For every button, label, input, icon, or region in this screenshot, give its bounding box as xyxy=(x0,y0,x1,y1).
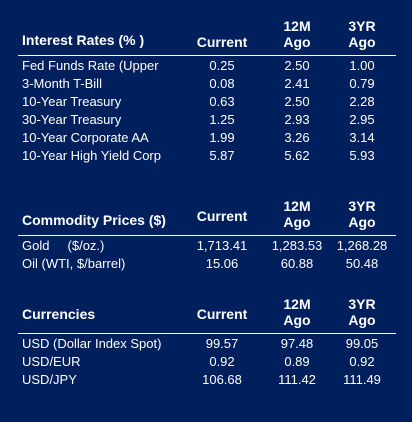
table-row: Oil (WTI, $/barrel) 15.06 60.88 50.48 xyxy=(18,255,396,273)
table-row: USD (Dollar Index Spot) 99.57 97.48 99.0… xyxy=(18,335,396,353)
row-12m: 2.50 xyxy=(284,94,310,109)
interest-rates-header: Interest Rates (% ) Current 12M Ago 3YR … xyxy=(18,12,396,54)
currencies-col-3yr: 3YR Ago xyxy=(348,296,376,328)
row-label: 10-Year Corporate AA xyxy=(22,130,149,145)
row-current: 0.25 xyxy=(209,58,235,73)
row-12m: 2.41 xyxy=(284,76,310,91)
currencies-section: Currencies Current 12M Ago 3YR Ago USD (… xyxy=(18,290,396,389)
row-3yr: 1.00 xyxy=(349,58,375,73)
commodity-prices-col-12m: 12M Ago xyxy=(283,198,311,230)
row-3yr: 111.49 xyxy=(343,372,381,387)
commodity-prices-title: Commodity Prices ($) xyxy=(22,212,166,228)
row-label: 10-Year High Yield Corp xyxy=(22,148,161,163)
interest-rates-col-current: Current xyxy=(196,34,248,50)
table-row: USD/JPY 106.68 111.42 111.49 xyxy=(18,371,396,389)
table-row: 10-Year Treasury 0.63 2.50 2.28 xyxy=(18,93,396,111)
currencies-title: Currencies xyxy=(22,306,96,322)
commodity-prices-divider xyxy=(18,235,396,236)
row-12m: 3.26 xyxy=(284,130,310,145)
table-row: USD/EUR 0.92 0.89 0.92 xyxy=(18,353,396,371)
row-current: 0.92 xyxy=(209,354,235,369)
row-3yr: 2.28 xyxy=(349,94,375,109)
commodity-prices-section: Commodity Prices ($) Current 12M Ago 3YR… xyxy=(18,192,396,273)
row-12m: 97.48 xyxy=(280,336,314,351)
row-3yr: 50.48 xyxy=(345,256,379,271)
currencies-divider xyxy=(18,333,396,334)
row-12m: 60.88 xyxy=(280,256,314,271)
table-row: 10-Year Corporate AA 1.99 3.26 3.14 xyxy=(18,129,396,147)
row-current: 0.08 xyxy=(209,76,235,91)
row-label: 30-Year Treasury xyxy=(22,112,122,127)
currencies-col-12m: 12M Ago xyxy=(283,296,311,328)
row-3yr: 3.14 xyxy=(349,130,375,145)
interest-rates-col-12m: 12M Ago xyxy=(283,18,311,50)
table-row: 10-Year High Yield Corp 5.87 5.62 5.93 xyxy=(18,147,396,165)
row-label: 10-Year Treasury xyxy=(22,94,122,109)
row-12m: 111.42 xyxy=(278,372,316,387)
row-current: 1.25 xyxy=(209,112,235,127)
row-label: 3-Month T-Bill xyxy=(22,76,102,91)
interest-rates-col-3yr: 3YR Ago xyxy=(348,18,376,50)
row-12m: 2.50 xyxy=(284,58,310,73)
row-current: 5.87 xyxy=(209,148,235,163)
table-row: 30-Year Treasury 1.25 2.93 2.95 xyxy=(18,111,396,129)
row-label: USD/EUR xyxy=(22,354,81,369)
row-3yr: 99.05 xyxy=(345,336,379,351)
row-current: 99.57 xyxy=(205,336,239,351)
currencies-header: Currencies Current 12M Ago 3YR Ago xyxy=(18,290,396,332)
row-12m: 0.89 xyxy=(284,354,310,369)
row-current: 15.06 xyxy=(205,256,239,271)
row-12m: 2.93 xyxy=(284,112,310,127)
commodity-prices-col-3yr: 3YR Ago xyxy=(348,198,376,230)
row-current: 1,713.41 xyxy=(196,238,248,253)
interest-rates-section: Interest Rates (% ) Current 12M Ago 3YR … xyxy=(18,12,396,165)
row-12m: 1,283.53 xyxy=(271,238,323,253)
row-current: 1.99 xyxy=(209,130,235,145)
row-label: USD/JPY xyxy=(22,372,77,387)
row-label: Fed Funds Rate (Upper xyxy=(22,58,159,73)
interest-rates-divider xyxy=(18,55,396,56)
interest-rates-title: Interest Rates (% ) xyxy=(22,32,145,48)
commodity-prices-col-current: Current xyxy=(196,208,248,224)
row-current: 0.63 xyxy=(209,94,235,109)
row-3yr: 2.95 xyxy=(349,112,375,127)
table-row: Fed Funds Rate (Upper 0.25 2.50 1.00 xyxy=(18,57,396,75)
row-current: 106.68 xyxy=(202,372,242,387)
row-12m: 5.62 xyxy=(284,148,310,163)
row-3yr: 1,268.28 xyxy=(336,238,388,253)
row-3yr: 0.79 xyxy=(349,76,375,91)
table-row: Gold ($/oz.) 1,713.41 1,283.53 1,268.28 xyxy=(18,237,396,255)
currencies-col-current: Current xyxy=(196,306,248,322)
row-3yr: 0.92 xyxy=(349,354,375,369)
commodity-prices-header: Commodity Prices ($) Current 12M Ago 3YR… xyxy=(18,192,396,234)
table-row: 3-Month T-Bill 0.08 2.41 0.79 xyxy=(18,75,396,93)
row-3yr: 5.93 xyxy=(349,148,375,163)
row-label: Oil (WTI, $/barrel) xyxy=(22,256,126,271)
row-label: USD (Dollar Index Spot) xyxy=(22,336,162,351)
row-label: Gold ($/oz.) xyxy=(22,238,105,253)
